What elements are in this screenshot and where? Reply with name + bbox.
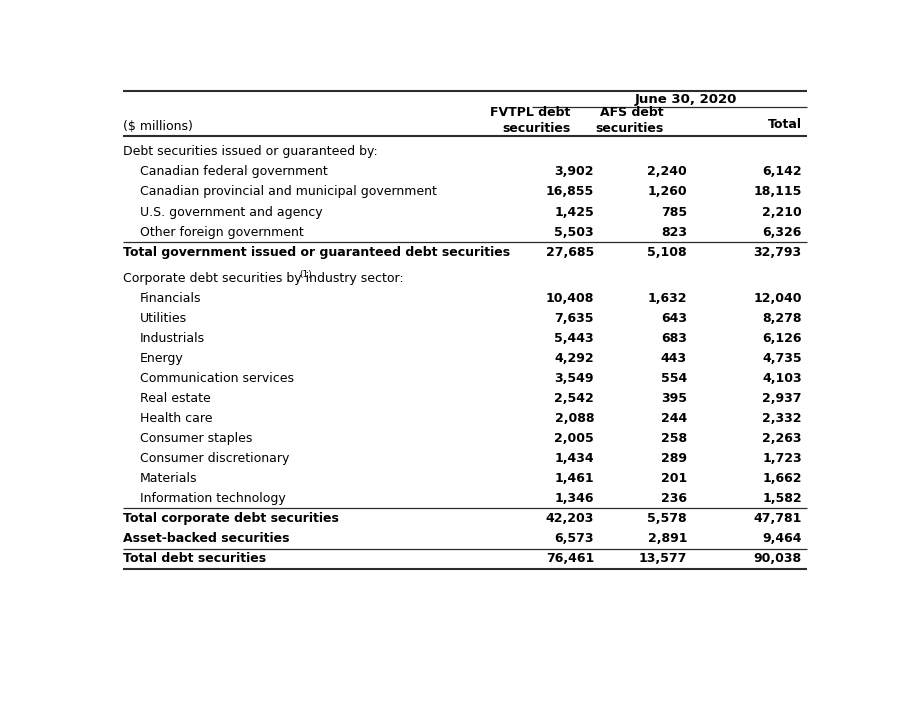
Text: 823: 823 [661,226,687,239]
Text: 3,902: 3,902 [555,166,594,178]
Text: 244: 244 [661,412,687,425]
Text: 1,723: 1,723 [762,452,802,465]
Text: 1,260: 1,260 [647,185,687,198]
Text: 236: 236 [661,492,687,505]
Text: 90,038: 90,038 [754,552,802,565]
Text: Health care: Health care [140,412,212,425]
Text: Consumer discretionary: Consumer discretionary [140,452,290,465]
Text: 2,542: 2,542 [554,392,594,405]
Text: 47,781: 47,781 [754,512,802,525]
Text: Materials: Materials [140,472,197,485]
Text: 395: 395 [661,392,687,405]
Text: 2,263: 2,263 [762,432,802,445]
Text: Other foreign government: Other foreign government [140,226,303,239]
Text: 5,503: 5,503 [555,226,594,239]
Text: 12,040: 12,040 [754,292,802,304]
Text: Canadian federal government: Canadian federal government [140,166,328,178]
Text: 76,461: 76,461 [546,552,594,565]
Text: 785: 785 [661,205,687,219]
Text: 2,088: 2,088 [555,412,594,425]
Text: 2,005: 2,005 [554,432,594,445]
Text: 258: 258 [661,432,687,445]
Text: FVTPL debt
securities: FVTPL debt securities [490,106,571,135]
Text: 5,108: 5,108 [647,246,687,258]
Text: (1): (1) [299,270,311,279]
Text: 32,793: 32,793 [754,246,802,258]
Text: 1,461: 1,461 [555,472,594,485]
Text: Canadian provincial and municipal government: Canadian provincial and municipal govern… [140,185,437,198]
Text: Communication services: Communication services [140,372,294,385]
Text: Financials: Financials [140,292,202,304]
Text: 4,103: 4,103 [762,372,802,385]
Text: 1,434: 1,434 [555,452,594,465]
Text: 13,577: 13,577 [638,552,687,565]
Text: 8,278: 8,278 [762,312,802,325]
Text: Asset-backed securities: Asset-backed securities [123,532,290,545]
Text: 1,425: 1,425 [554,205,594,219]
Text: Corporate debt securities by industry sector:: Corporate debt securities by industry se… [123,272,403,285]
Text: 9,464: 9,464 [762,532,802,545]
Text: 2,210: 2,210 [762,205,802,219]
Text: Utilities: Utilities [140,312,187,325]
Text: 6,142: 6,142 [762,166,802,178]
Text: 289: 289 [661,452,687,465]
Text: 1,632: 1,632 [647,292,687,304]
Text: 683: 683 [661,332,687,345]
Text: 2,937: 2,937 [762,392,802,405]
Text: 6,126: 6,126 [762,332,802,345]
Text: 1,582: 1,582 [762,492,802,505]
Text: 4,292: 4,292 [555,352,594,365]
Text: 4,735: 4,735 [762,352,802,365]
Text: Debt securities issued or guaranteed by:: Debt securities issued or guaranteed by: [123,145,378,159]
Text: Industrials: Industrials [140,332,205,345]
Text: June 30, 2020: June 30, 2020 [635,93,737,106]
Text: Real estate: Real estate [140,392,211,405]
Text: 2,891: 2,891 [647,532,687,545]
Text: Total corporate debt securities: Total corporate debt securities [123,512,339,525]
Text: ($ millions): ($ millions) [123,120,192,133]
Text: 1,662: 1,662 [762,472,802,485]
Text: Total: Total [767,118,802,132]
Text: 18,115: 18,115 [754,185,802,198]
Text: 443: 443 [661,352,687,365]
Text: 3,549: 3,549 [555,372,594,385]
Text: 6,573: 6,573 [555,532,594,545]
Text: 2,240: 2,240 [647,166,687,178]
Text: 6,326: 6,326 [763,226,802,239]
Text: 16,855: 16,855 [546,185,594,198]
Text: 5,578: 5,578 [647,512,687,525]
Text: 10,408: 10,408 [546,292,594,304]
Text: AFS debt
securities: AFS debt securities [596,106,664,135]
Text: Information technology: Information technology [140,492,286,505]
Text: 5,443: 5,443 [555,332,594,345]
Text: Energy: Energy [140,352,183,365]
Text: 1,346: 1,346 [555,492,594,505]
Text: 201: 201 [661,472,687,485]
Text: Total government issued or guaranteed debt securities: Total government issued or guaranteed de… [123,246,510,258]
Text: 554: 554 [661,372,687,385]
Text: U.S. government and agency: U.S. government and agency [140,205,322,219]
Text: 27,685: 27,685 [546,246,594,258]
Text: 643: 643 [661,312,687,325]
Text: 7,635: 7,635 [555,312,594,325]
Text: 2,332: 2,332 [762,412,802,425]
Text: 42,203: 42,203 [546,512,594,525]
Text: Total debt securities: Total debt securities [123,552,266,565]
Text: Consumer staples: Consumer staples [140,432,252,445]
